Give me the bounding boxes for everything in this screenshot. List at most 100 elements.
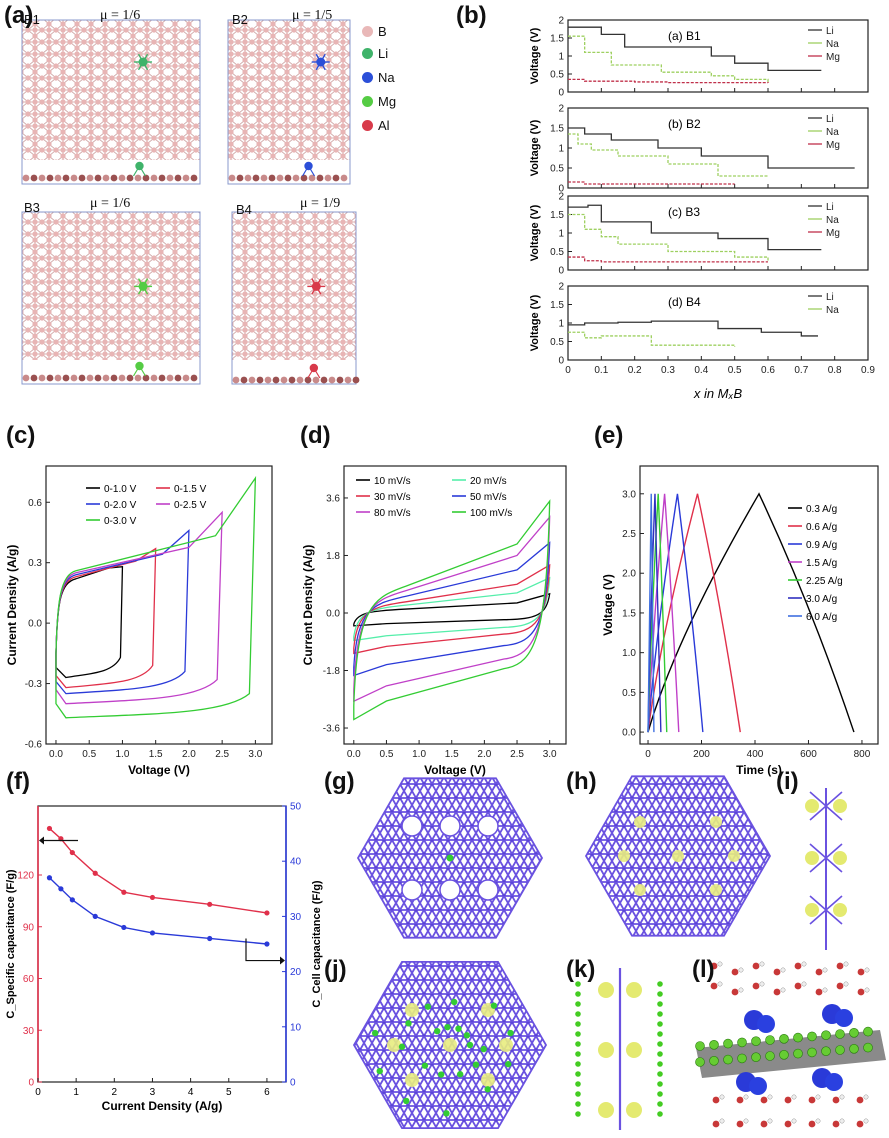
x-tick-label: 5 xyxy=(226,1087,232,1098)
capacitance-point xyxy=(69,897,75,903)
legend-label: 100 mV/s xyxy=(470,508,512,519)
yellow-site xyxy=(387,1038,401,1052)
plot-frame xyxy=(639,465,879,745)
arrowhead-right-icon xyxy=(280,956,285,965)
oxygen-atom xyxy=(773,968,781,976)
oxygen-atom xyxy=(712,1120,720,1128)
oxygen-atom xyxy=(752,982,760,990)
side-view-atom xyxy=(134,174,142,182)
hydrogen-atom xyxy=(717,981,723,987)
legend-label: 0-2.0 V xyxy=(104,500,137,511)
x-axis-label: Voltage (V) xyxy=(128,763,190,777)
y-tick-label: 0.0 xyxy=(622,728,636,739)
structure-name-b2: B2 xyxy=(232,12,248,27)
lithium-atom xyxy=(484,1086,491,1093)
chart-d-cv-scanrates: 0.0 0.5 1.0 1.5 2.0 2.5 3.0 -3.6 -1.8 0.0 1.8 3.6 Vo… xyxy=(301,465,567,777)
lithium-atom xyxy=(456,1071,464,1078)
y-tick-label: 1 xyxy=(558,144,564,155)
lithium-atom xyxy=(575,1041,581,1047)
gcd-curve xyxy=(647,492,855,733)
x-axis-label: Time (s) xyxy=(736,763,782,777)
side-view-atom xyxy=(86,174,94,182)
dopant-atom xyxy=(723,1054,733,1065)
step-line-li xyxy=(568,127,855,169)
y-tick-label: 3.6 xyxy=(326,493,340,504)
yellow-site xyxy=(710,884,722,896)
x-tick-label: 2.0 xyxy=(182,749,196,760)
sodium-atom xyxy=(835,1009,853,1027)
x-tick-label: 0.3 xyxy=(661,365,675,376)
y-tick-label-right: 10 xyxy=(290,1022,302,1033)
y-tick-label: -0.6 xyxy=(25,740,43,751)
side-view-atom xyxy=(46,374,54,382)
dopant-atom xyxy=(821,1046,831,1056)
x-tick-label: 0.1 xyxy=(594,365,608,376)
dopant-atom xyxy=(316,57,326,67)
capacitance-point xyxy=(46,875,53,881)
panel-a-structures xyxy=(21,19,360,385)
subplot-title: (a) B1 xyxy=(668,29,701,43)
legend-label: 80 mV/s xyxy=(374,508,411,519)
lithium-atom xyxy=(575,1021,581,1027)
side-view-atom xyxy=(296,376,304,384)
capacitance-point xyxy=(207,935,213,942)
cv-curve xyxy=(353,563,551,655)
side-view-atom xyxy=(324,174,332,182)
structure-name-b1: B1 xyxy=(24,12,40,27)
side-view-atom xyxy=(182,174,190,182)
yellow-site xyxy=(710,816,722,828)
oxygen-atom xyxy=(760,1096,768,1104)
dopant-atom xyxy=(737,1053,747,1064)
lithium-atom xyxy=(657,991,663,997)
lithium-atom xyxy=(575,991,581,997)
x-tick-label: 1.5 xyxy=(149,749,163,760)
hexagonal-hole xyxy=(439,815,461,837)
hexagonal-hole xyxy=(477,879,499,901)
legend-label-mg: Mg xyxy=(378,94,397,109)
oxygen-atom xyxy=(710,962,718,970)
y-tick-label: 0.5 xyxy=(550,70,564,81)
structure-mu-b3: μ = 1/6 xyxy=(90,196,131,211)
hydrogen-atom xyxy=(815,1094,821,1100)
subplot-title: (b) B2 xyxy=(668,117,701,131)
dopant-atom xyxy=(863,1042,873,1053)
side-view-atom xyxy=(38,174,46,182)
legend-label: 0.9 A/g xyxy=(806,540,837,551)
side-view-atom xyxy=(340,174,348,182)
side-view-atom xyxy=(240,376,248,384)
side-view-atom xyxy=(30,174,38,182)
dopant-atom xyxy=(849,1044,859,1054)
side-view-atom xyxy=(272,376,280,384)
y-tick-label: 0 xyxy=(558,356,564,367)
yellow-site xyxy=(443,1038,457,1052)
x-tick-label: 0 xyxy=(645,749,651,760)
yellow-site xyxy=(728,850,740,862)
y-tick-label: 0.6 xyxy=(28,498,42,509)
legend-label: Mg xyxy=(826,52,840,63)
side-view-atom xyxy=(336,376,344,384)
side-view-atom xyxy=(54,174,62,182)
hydrogen-atom xyxy=(738,967,744,973)
side-view-atom xyxy=(158,374,166,382)
dopant-atom xyxy=(709,1040,719,1050)
yellow-site xyxy=(805,851,819,865)
oxygen-atom xyxy=(808,1120,816,1128)
boron-sheet-top-view xyxy=(22,20,200,160)
dopant-atom xyxy=(138,57,148,67)
step-line-li xyxy=(568,26,822,72)
legend-label: Na xyxy=(826,127,839,138)
lattice-j-edge xyxy=(352,960,548,1130)
legend-item-al: Al xyxy=(362,118,390,133)
legend-label: Li xyxy=(826,202,834,213)
oxygen-atom xyxy=(836,962,844,970)
oxygen-atom xyxy=(815,988,823,996)
x-tick-label: 0.0 xyxy=(347,749,361,760)
x-tick-label: 0.9 xyxy=(861,365,875,376)
yellow-site xyxy=(805,799,819,813)
y-tick-label: 2.5 xyxy=(622,529,636,540)
boron-sheet-top-view xyxy=(22,212,200,360)
hydrogen-atom xyxy=(822,967,828,973)
dopant-atom xyxy=(793,1032,803,1043)
side-view-atom xyxy=(78,174,86,182)
lithium-atom xyxy=(398,1043,406,1050)
